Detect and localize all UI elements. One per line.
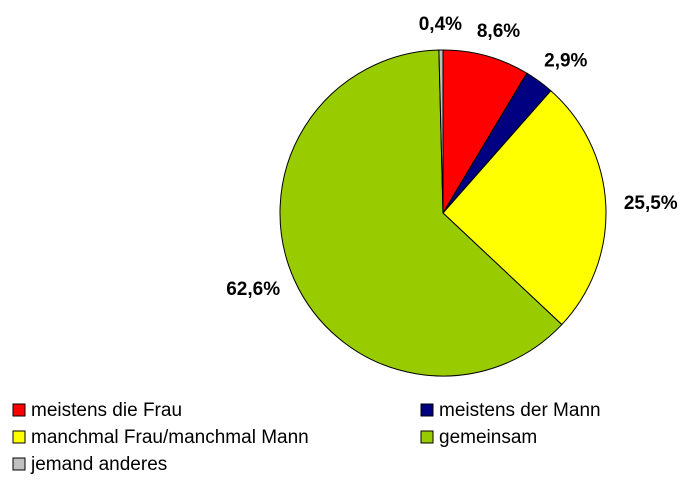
pie-slice	[442, 49, 528, 215]
pie-slice	[442, 90, 607, 326]
pie-slice	[279, 49, 563, 377]
legend-swatch	[420, 403, 434, 417]
legend-swatch	[420, 430, 434, 444]
legend-swatch	[12, 430, 26, 444]
legend-swatch	[12, 457, 26, 471]
legend-label: meistens die Frau	[31, 400, 182, 421]
legend-swatch	[12, 403, 26, 417]
legend-label: manchmal Frau/manchmal Mann	[31, 427, 309, 448]
legend-label: jemand anderes	[30, 454, 167, 475]
value-label: 8,6%	[477, 21, 520, 42]
value-label: 0,4%	[419, 14, 462, 35]
legend-label: gemeinsam	[439, 427, 537, 448]
pie-slice	[438, 49, 444, 214]
value-label: 62,6%	[226, 279, 280, 300]
legend-label: meistens der Mann	[439, 400, 601, 421]
value-label: 2,9%	[544, 50, 587, 71]
value-label: 25,5%	[624, 193, 678, 214]
